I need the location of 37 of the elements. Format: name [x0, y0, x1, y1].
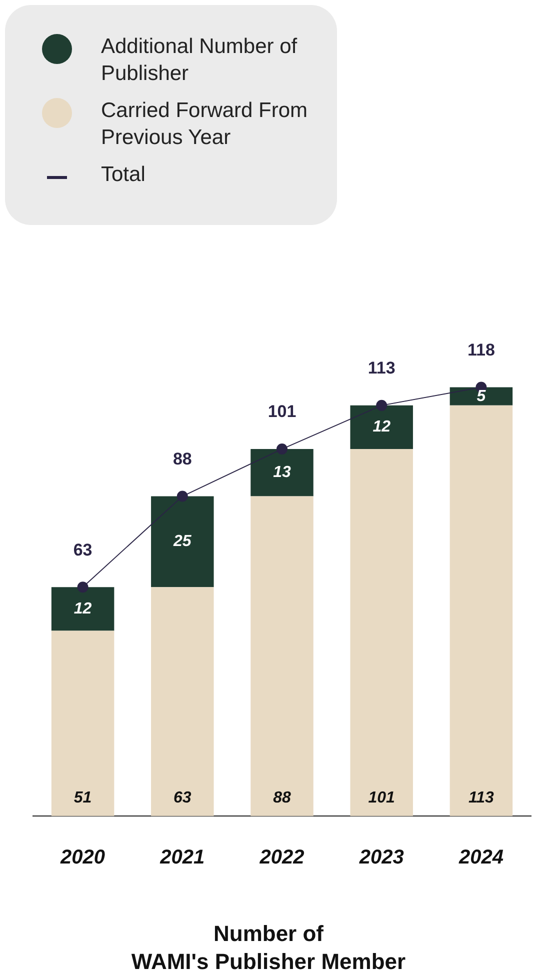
bar [250, 496, 314, 816]
data-label: 13 [273, 464, 291, 482]
bar [350, 449, 413, 816]
point [276, 444, 288, 455]
x-tick-label: 2024 [458, 846, 504, 869]
x-tick-label: 2021 [159, 846, 205, 869]
data-label: 113 [368, 358, 396, 378]
x-tick-label: 2022 [258, 846, 304, 869]
bar [151, 587, 214, 816]
bar [450, 405, 513, 816]
data-label: 12 [372, 418, 391, 436]
data-label: 118 [467, 340, 495, 360]
legend-label: Carried Forward From Previous Year [101, 98, 309, 151]
data-label: 12 [74, 600, 92, 618]
x-tick-label: 2023 [358, 846, 404, 869]
bar [51, 587, 114, 631]
data-label: 63 [174, 789, 192, 806]
legend-label: Total [101, 162, 146, 188]
point [176, 490, 188, 502]
data-label: 51 [74, 789, 92, 806]
bar [250, 449, 314, 496]
bar [350, 405, 413, 450]
bar [51, 630, 114, 816]
x-tick-label: 2020 [60, 846, 106, 869]
data-label: 101 [268, 402, 296, 422]
point [77, 582, 88, 593]
legend-label: Additional Number of Publisher [101, 34, 298, 87]
data-label: 63 [73, 540, 92, 560]
data-label: 25 [172, 533, 192, 550]
data-label: 113 [468, 789, 494, 806]
data-label: 5 [476, 388, 487, 405]
data-label: 88 [273, 789, 291, 806]
bar [151, 496, 214, 588]
x-axis-title: Number of WAMI's Publisher Member [130, 920, 407, 976]
data-label: 88 [172, 449, 192, 468]
data-label: 101 [368, 789, 396, 806]
point [376, 400, 388, 411]
